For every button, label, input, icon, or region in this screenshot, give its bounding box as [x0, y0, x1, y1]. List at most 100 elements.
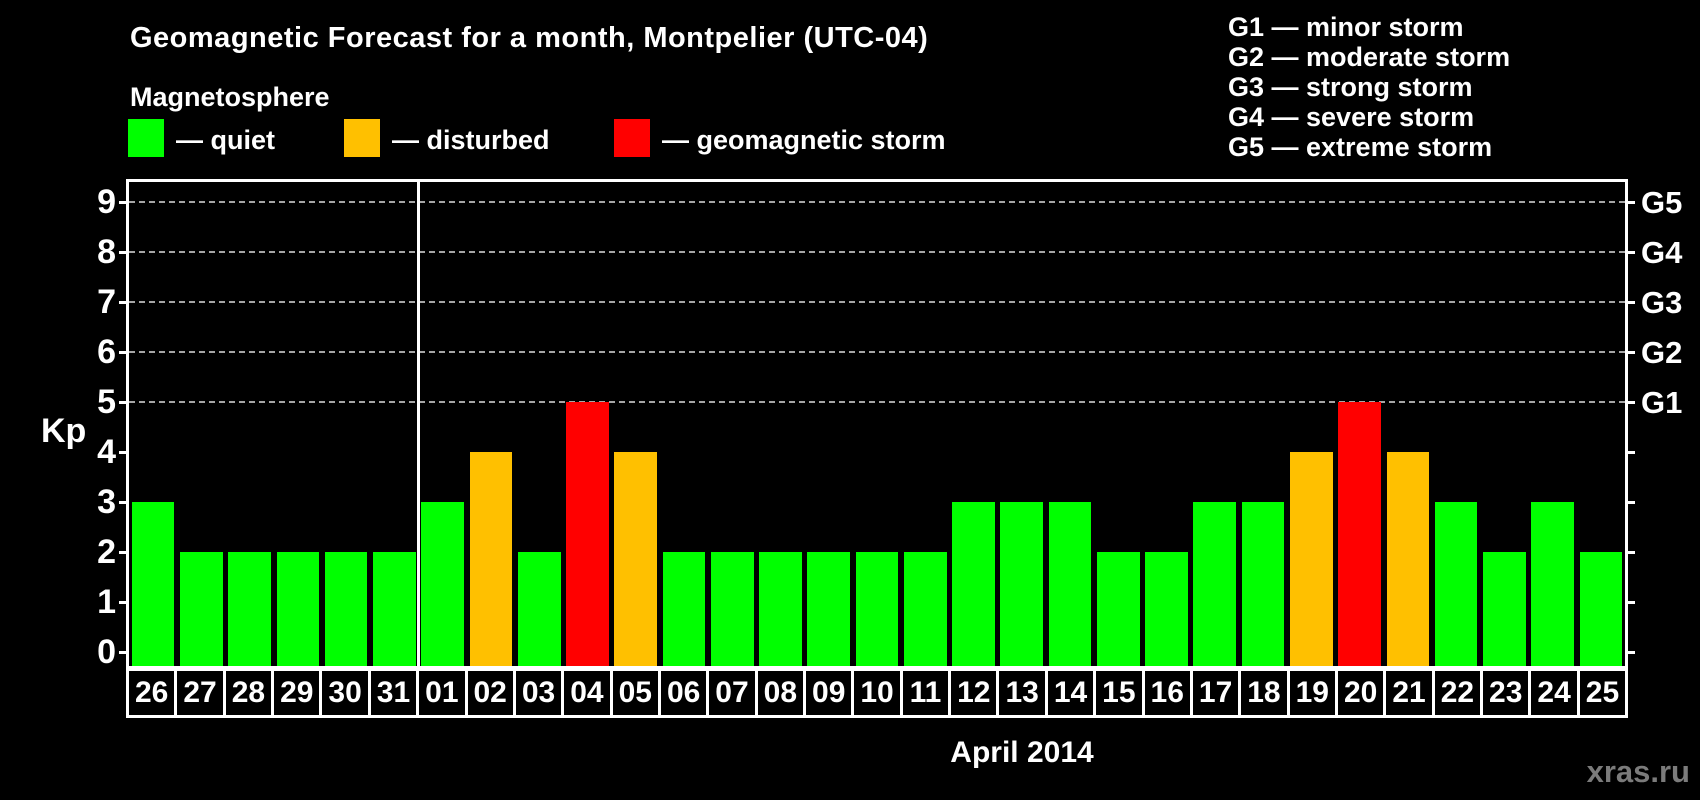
g-axis-label-G4: G4	[1641, 235, 1683, 270]
y-tick-left	[119, 200, 129, 204]
bar-day-03	[517, 552, 561, 666]
y-tick-left	[119, 650, 129, 654]
date-cell-26: 26	[129, 671, 178, 715]
date-cell-15: 15	[1096, 671, 1145, 715]
y-tick-label: 9	[97, 183, 116, 221]
date-cell-10: 10	[854, 671, 903, 715]
bar-day-26	[131, 502, 175, 666]
date-cell-23: 23	[1483, 671, 1532, 715]
g-scale-legend-line: G3 — strong storm	[1228, 72, 1473, 102]
bar-day-28	[228, 552, 271, 666]
g-scale-legend: G1 — minor storm G2 — moderate storm G3 — …	[1228, 12, 1510, 162]
x-axis-date-row: 26 27 28 29 30 31 01 02 03 04 05 06 07 08 09 10 11 12 13 14…	[126, 668, 1628, 718]
y-tick-left	[119, 550, 129, 554]
date-cell-02: 02	[468, 671, 516, 715]
bar-day-09	[807, 552, 851, 666]
y-axis-label: Kp	[41, 412, 87, 450]
date-cell-31: 31	[371, 671, 420, 715]
bar-day-06	[662, 552, 706, 666]
date-cell-16: 16	[1145, 671, 1193, 715]
y-tick-left	[119, 500, 129, 504]
bar-day-27	[180, 552, 223, 666]
bar-day-14	[1048, 502, 1092, 666]
y-tick-right	[1625, 500, 1635, 504]
y-tick-label: 3	[97, 483, 116, 521]
gridline-kp9	[129, 201, 1625, 203]
date-cell-05: 05	[613, 671, 661, 715]
y-tick-label: 5	[97, 383, 116, 421]
bar-day-16	[1145, 552, 1188, 666]
bar-day-25	[1579, 552, 1623, 666]
y-tick-left	[119, 300, 129, 304]
date-cell-09: 09	[806, 671, 855, 715]
y-tick-label: 6	[97, 333, 116, 371]
y-tick-label: 1	[97, 583, 116, 621]
y-tick-left	[119, 600, 129, 604]
date-cell-13: 13	[999, 671, 1048, 715]
date-cell-12: 12	[951, 671, 1000, 715]
bar-day-17	[1193, 502, 1237, 666]
bar-day-31	[373, 552, 416, 666]
y-tick-left	[119, 250, 129, 254]
y-tick-left	[119, 450, 129, 454]
date-cell-30: 30	[322, 671, 371, 715]
y-tick-right	[1625, 600, 1635, 604]
bar-day-20	[1338, 402, 1381, 666]
g-axis-label-G2: G2	[1641, 335, 1683, 370]
date-cell-03: 03	[516, 671, 565, 715]
gridline-kp6	[129, 351, 1625, 353]
date-cell-18: 18	[1241, 671, 1290, 715]
bar-day-11	[903, 552, 947, 666]
bar-day-05	[614, 452, 658, 666]
bar-day-10	[855, 552, 899, 666]
date-cell-27: 27	[177, 671, 226, 715]
bar-day-02	[469, 452, 513, 666]
y-tick-right	[1625, 250, 1635, 254]
y-tick-label: 0	[97, 633, 116, 671]
bar-day-18	[1241, 502, 1285, 666]
y-tick-right	[1625, 350, 1635, 354]
y-tick-right	[1625, 450, 1635, 454]
y-tick-label: 8	[97, 233, 116, 271]
date-cell-24: 24	[1531, 671, 1580, 715]
bar-day-08	[759, 552, 802, 666]
x-axis-month-label: April 2014	[950, 736, 1094, 769]
g-scale-legend-line: G4 — severe storm	[1228, 102, 1475, 132]
y-tick-label: 2	[97, 533, 116, 571]
date-cell-14: 14	[1048, 671, 1097, 715]
bar-day-30	[324, 552, 368, 666]
date-cell-29: 29	[274, 671, 323, 715]
legend-title: Magnetosphere	[130, 82, 330, 112]
bar-day-04	[566, 402, 609, 666]
bar-day-13	[1000, 502, 1044, 666]
bar-day-29	[276, 552, 320, 666]
date-cell-07: 07	[709, 671, 758, 715]
bar-day-22	[1434, 502, 1478, 666]
g-scale-legend-line: G1 — minor storm	[1228, 12, 1464, 42]
y-tick-right	[1625, 650, 1635, 654]
g-axis-label-G1: G1	[1641, 385, 1683, 420]
date-cell-01: 01	[419, 671, 468, 715]
g-scale-legend-line: G2 — moderate storm	[1228, 42, 1511, 72]
bar-day-21	[1386, 452, 1430, 666]
g-scale-legend-line: G5 — extreme storm	[1228, 132, 1493, 162]
bar-day-19	[1289, 452, 1333, 666]
quiet-color-swatch	[128, 119, 164, 157]
date-cell-28: 28	[226, 671, 275, 715]
y-tick-label: 7	[97, 283, 116, 321]
date-cell-08: 08	[758, 671, 807, 715]
date-cell-25: 25	[1585, 676, 1620, 709]
date-cell-17: 17	[1193, 671, 1242, 715]
y-tick-left	[119, 400, 129, 404]
bar-day-23	[1483, 552, 1526, 666]
date-cell-20: 20	[1338, 671, 1387, 715]
gridline-kp5	[129, 401, 1625, 403]
y-tick-right	[1625, 400, 1635, 404]
y-tick-right	[1625, 200, 1635, 204]
legend-label-storm: — geomagnetic storm	[662, 125, 946, 155]
y-tick-left	[119, 350, 129, 354]
month-divider-line	[417, 182, 421, 666]
legend-label-disturbed: — disturbed	[392, 125, 550, 155]
